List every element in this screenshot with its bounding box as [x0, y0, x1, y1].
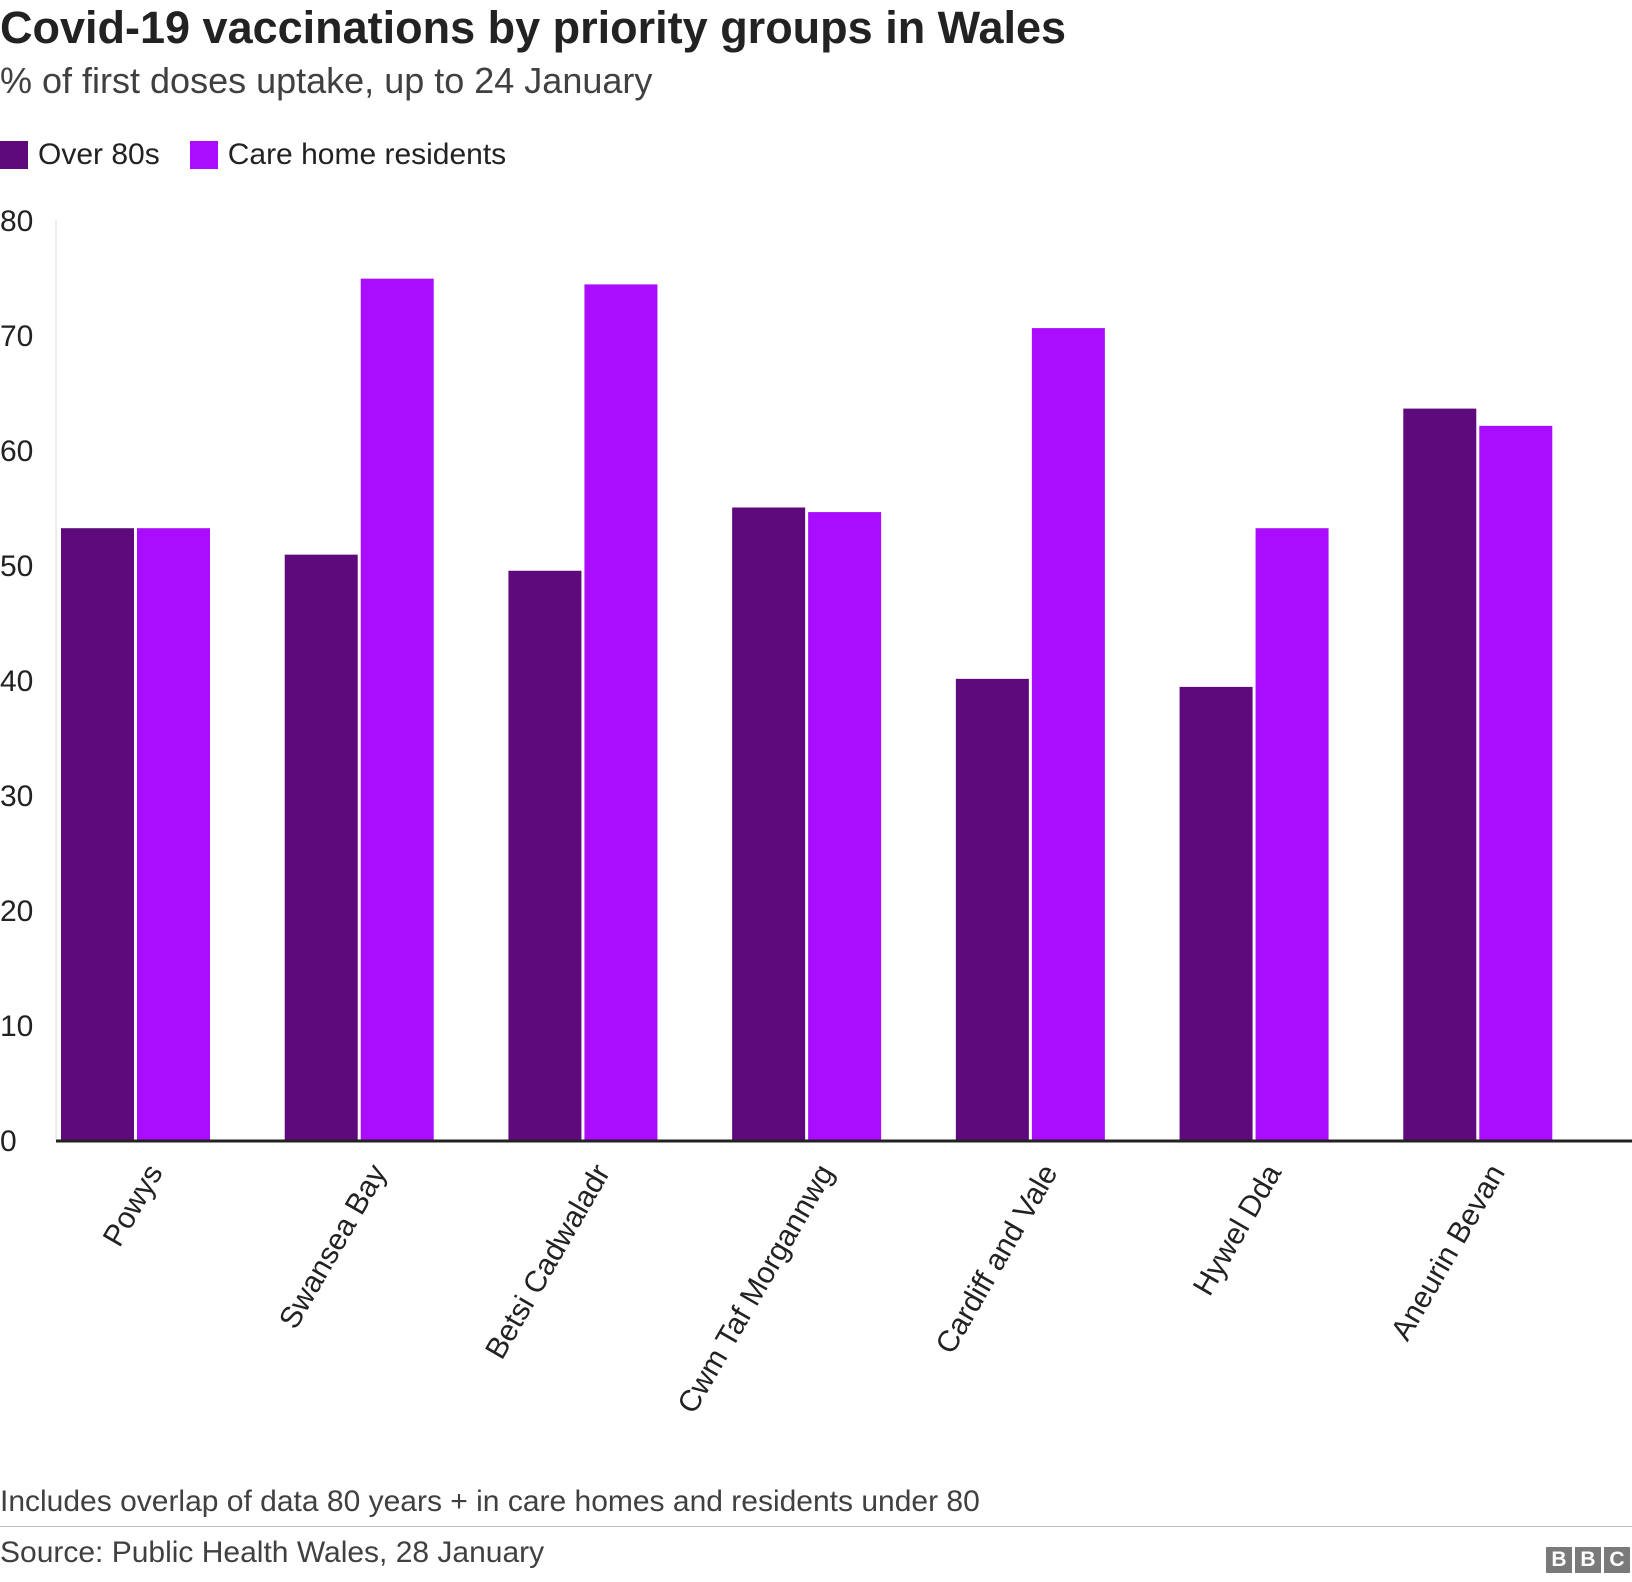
- x-tick-label: Hywel Dda: [1187, 1159, 1288, 1301]
- bar-care-home-residents: [360, 278, 434, 1140]
- bar-chart: 0 10 20 30 40 50 60 70 80 Powys Swansea Bay Betsi C…: [0, 205, 1632, 1419]
- y-tick-label: 70: [0, 320, 33, 353]
- bar-over-80s: [508, 570, 582, 1140]
- legend-item-care-home-residents: Care home residents: [189, 138, 507, 172]
- bar-care-home-residents: [1479, 425, 1553, 1141]
- bar-care-home-residents: [137, 528, 210, 1140]
- bar-over-80s: [955, 678, 1029, 1140]
- legend-swatch-care-home-residents: [189, 141, 218, 169]
- y-tick-label: 40: [0, 665, 33, 698]
- y-tick-label: 60: [0, 435, 33, 468]
- bbc-logo-letter: B: [1575, 1547, 1601, 1573]
- legend: Over 80s Care home residents: [0, 135, 536, 175]
- legend-swatch-over-80s: [0, 141, 28, 169]
- legend-item-over-80s: Over 80s: [0, 138, 160, 172]
- bar-care-home-residents: [1031, 328, 1105, 1141]
- y-tick-label: 10: [0, 1010, 33, 1043]
- x-tick-label: Cwm Taf Morgannwg: [672, 1159, 841, 1419]
- bar-care-home-residents: [1255, 528, 1329, 1140]
- x-tick-label: Aneurin Bevan: [1385, 1159, 1512, 1346]
- footer-divider: [0, 1526, 1632, 1527]
- x-tick-label: Swansea Bay: [273, 1159, 393, 1334]
- y-tick-label: 30: [0, 780, 33, 813]
- chart-title: Covid-19 vaccinations by priority groups…: [0, 2, 1067, 53]
- chart-subtitle: % of first doses uptake, up to 24 Januar…: [0, 60, 653, 101]
- y-tick-label: 0: [0, 1125, 17, 1158]
- bar-over-80s: [1179, 686, 1253, 1140]
- legend-label-care-home-residents: Care home residents: [227, 138, 507, 171]
- source-note: Source: Public Health Wales, 28 January: [0, 1536, 545, 1569]
- x-tick-label: Betsi Cadwaladr: [479, 1159, 617, 1365]
- footnote: Includes overlap of data 80 years + in c…: [0, 1485, 980, 1518]
- bbc-logo-letter: B: [1546, 1547, 1572, 1573]
- y-tick-label: 80: [0, 205, 33, 238]
- x-tick-label: Powys: [97, 1159, 170, 1252]
- bar-over-80s: [61, 528, 134, 1140]
- x-tick-label: Cardiff and Vale: [930, 1159, 1065, 1359]
- bbc-logo-letter: C: [1604, 1547, 1630, 1573]
- bar-over-80s: [732, 507, 806, 1140]
- y-tick-label: 50: [0, 550, 33, 583]
- bbc-logo: B B C: [1543, 1547, 1630, 1573]
- bar-care-home-residents: [808, 512, 882, 1140]
- legend-label-over-80s: Over 80s: [38, 138, 160, 171]
- y-tick-label: 20: [0, 895, 33, 928]
- bar-over-80s: [1403, 408, 1477, 1141]
- bar-care-home-residents: [584, 284, 658, 1140]
- bar-over-80s: [284, 554, 358, 1140]
